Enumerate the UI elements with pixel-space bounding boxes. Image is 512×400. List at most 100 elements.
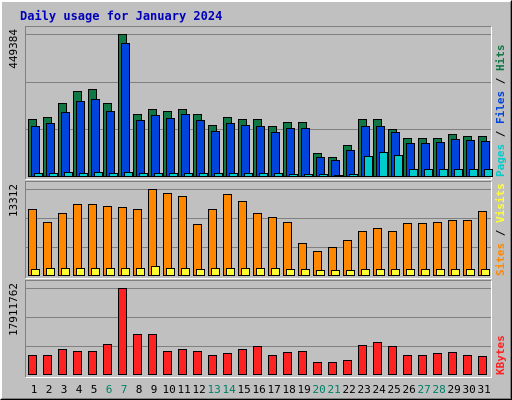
day-label-13: 13 — [207, 383, 220, 396]
bar-kbytes-day-10 — [163, 351, 172, 375]
bar-kbytes-day-22 — [343, 360, 352, 375]
bar-kbytes-day-31 — [478, 356, 487, 375]
bar-kbytes-day-15 — [238, 349, 247, 375]
bars-hits — [28, 34, 493, 177]
bar-pages-day-22 — [349, 174, 358, 177]
bar-pages-day-25 — [394, 155, 403, 177]
bar-files-day-15 — [241, 125, 250, 177]
bar-visits-day-9 — [148, 189, 157, 276]
legend-item-files: Files — [494, 91, 507, 124]
bar-sites-day-16 — [256, 268, 265, 276]
day-label-31: 31 — [477, 383, 490, 396]
day-label-3: 3 — [61, 383, 68, 396]
day-label-30: 30 — [462, 383, 475, 396]
day-label-5: 5 — [91, 383, 98, 396]
bar-sites-day-20 — [316, 270, 325, 276]
bar-pages-day-13 — [214, 173, 223, 177]
bar-files-day-13 — [211, 131, 220, 177]
bar-kbytes-day-9 — [148, 334, 157, 375]
bar-sites-day-29 — [451, 269, 460, 276]
legend-item-sites: Sites — [494, 243, 507, 276]
bar-files-day-16 — [256, 126, 265, 177]
bar-pages-day-2 — [49, 173, 58, 177]
bar-visits-day-30 — [463, 220, 472, 276]
bar-pages-day-6 — [109, 173, 118, 177]
day-label-8: 8 — [136, 383, 143, 396]
bar-files-day-5 — [91, 99, 100, 177]
y-max-label-visits: 13312 — [7, 184, 20, 217]
bar-files-day-21 — [331, 160, 340, 177]
bar-sites-day-13 — [211, 268, 220, 276]
bar-sites-day-12 — [196, 269, 205, 276]
day-label-17: 17 — [267, 383, 280, 396]
bar-files-day-9 — [151, 115, 160, 177]
legend-visits: Sites / Visits — [494, 183, 507, 276]
bar-kbytes-day-21 — [328, 362, 337, 375]
day-label-22: 22 — [342, 383, 355, 396]
day-label-14: 14 — [222, 383, 236, 396]
legend-separator: / — [494, 223, 507, 243]
bar-sites-day-28 — [436, 269, 445, 276]
bar-files-day-22 — [346, 150, 355, 177]
day-label-16: 16 — [252, 383, 265, 396]
bar-visits-day-7 — [118, 207, 127, 276]
bar-files-day-3 — [61, 112, 70, 177]
bar-kbytes-day-26 — [403, 355, 412, 375]
day-label-28: 28 — [432, 383, 445, 396]
bar-pages-day-9 — [154, 173, 163, 177]
bar-visits-day-27 — [418, 223, 427, 276]
bar-files-day-17 — [271, 132, 280, 177]
bars-kbytes — [28, 288, 487, 375]
bars-visits — [28, 189, 490, 276]
bar-files-day-6 — [106, 111, 115, 177]
bar-kbytes-day-18 — [283, 352, 292, 375]
chart-panels: 449384 Pages / Files / Hits 13312 Sites / V… — [7, 26, 507, 378]
bar-sites-day-19 — [301, 269, 310, 276]
bar-files-day-12 — [196, 120, 205, 177]
bar-kbytes-day-23 — [358, 345, 367, 375]
bar-files-day-7 — [121, 43, 130, 177]
bar-files-day-11 — [181, 114, 190, 177]
bar-pages-day-19 — [304, 174, 313, 177]
day-label-1: 1 — [31, 383, 38, 396]
bar-pages-day-31 — [484, 169, 493, 177]
bar-sites-day-3 — [61, 268, 70, 276]
bar-sites-day-7 — [121, 268, 130, 276]
bar-pages-day-18 — [289, 174, 298, 177]
panel-hits: 449384 Pages / Files / Hits — [7, 26, 507, 180]
bar-sites-day-25 — [391, 269, 400, 276]
bar-pages-day-28 — [439, 169, 448, 177]
bar-visits-day-29 — [448, 220, 457, 276]
bar-pages-day-27 — [424, 169, 433, 177]
bar-pages-day-4 — [79, 173, 88, 177]
bar-pages-day-11 — [184, 173, 193, 177]
bar-kbytes-day-2 — [43, 355, 52, 375]
legend-kbytes: KBytes — [494, 335, 507, 375]
bar-visits-day-10 — [163, 193, 172, 276]
day-label-2: 2 — [46, 383, 53, 396]
bar-files-day-10 — [166, 118, 175, 177]
day-label-12: 12 — [192, 383, 205, 396]
legend-item-hits: Hits — [494, 45, 507, 72]
y-max-label-kbytes: 17911762 — [7, 283, 20, 336]
bar-kbytes-day-12 — [193, 351, 202, 375]
bar-kbytes-day-11 — [178, 349, 187, 375]
legend-item-pages: Pages — [494, 144, 507, 177]
bar-pages-day-7 — [124, 172, 133, 177]
bar-kbytes-day-4 — [73, 351, 82, 375]
bar-sites-day-18 — [286, 269, 295, 276]
bar-sites-day-15 — [241, 268, 250, 276]
bar-kbytes-day-7 — [118, 288, 127, 375]
bar-kbytes-day-5 — [88, 351, 97, 375]
bar-sites-day-17 — [271, 268, 280, 276]
day-label-6: 6 — [106, 383, 113, 396]
bar-visits-day-26 — [403, 223, 412, 276]
legend-item-kbytes: KBytes — [494, 335, 507, 375]
bar-sites-day-5 — [91, 268, 100, 276]
bar-pages-day-1 — [34, 173, 43, 177]
day-label-23: 23 — [357, 383, 370, 396]
day-label-4: 4 — [76, 383, 83, 396]
legend-text-hits: Pages / Files / Hits — [494, 45, 507, 178]
bar-sites-day-11 — [181, 268, 190, 276]
